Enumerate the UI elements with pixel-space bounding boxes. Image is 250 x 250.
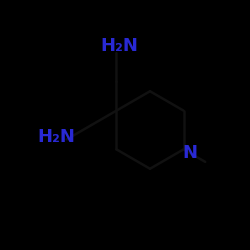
Text: H₂N: H₂N <box>100 37 138 55</box>
Text: N: N <box>182 144 197 162</box>
Text: H₂N: H₂N <box>38 128 76 146</box>
